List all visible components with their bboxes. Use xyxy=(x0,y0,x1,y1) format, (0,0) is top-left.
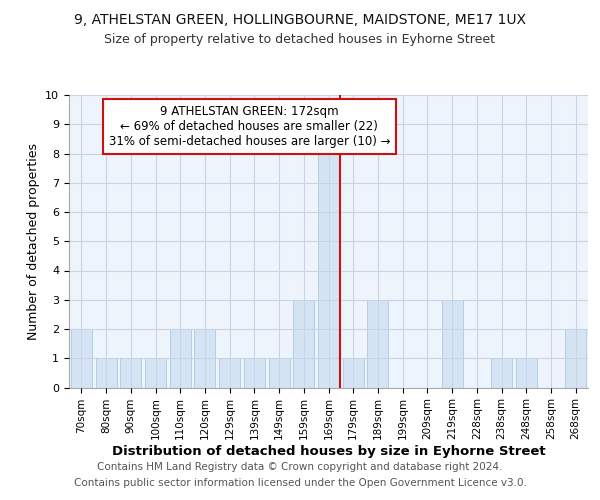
Bar xyxy=(442,300,463,388)
Bar xyxy=(269,358,290,388)
Bar xyxy=(194,329,215,388)
Bar xyxy=(95,358,116,388)
Y-axis label: Number of detached properties: Number of detached properties xyxy=(27,143,40,340)
Text: 9, ATHELSTAN GREEN, HOLLINGBOURNE, MAIDSTONE, ME17 1UX: 9, ATHELSTAN GREEN, HOLLINGBOURNE, MAIDS… xyxy=(74,12,526,26)
Bar xyxy=(565,329,586,388)
Bar xyxy=(219,358,240,388)
Bar xyxy=(71,329,92,388)
X-axis label: Distribution of detached houses by size in Eyhorne Street: Distribution of detached houses by size … xyxy=(112,445,545,458)
Bar xyxy=(491,358,512,388)
Text: Contains public sector information licensed under the Open Government Licence v3: Contains public sector information licen… xyxy=(74,478,526,488)
Text: Size of property relative to detached houses in Eyhorne Street: Size of property relative to detached ho… xyxy=(104,32,496,46)
Bar xyxy=(145,358,166,388)
Bar xyxy=(170,329,191,388)
Bar xyxy=(318,154,339,388)
Bar xyxy=(293,300,314,388)
Bar xyxy=(244,358,265,388)
Bar xyxy=(120,358,141,388)
Text: 9 ATHELSTAN GREEN: 172sqm
← 69% of detached houses are smaller (22)
31% of semi-: 9 ATHELSTAN GREEN: 172sqm ← 69% of detac… xyxy=(109,105,390,148)
Bar xyxy=(343,358,364,388)
Bar xyxy=(367,300,388,388)
Bar xyxy=(516,358,537,388)
Text: Contains HM Land Registry data © Crown copyright and database right 2024.: Contains HM Land Registry data © Crown c… xyxy=(97,462,503,472)
